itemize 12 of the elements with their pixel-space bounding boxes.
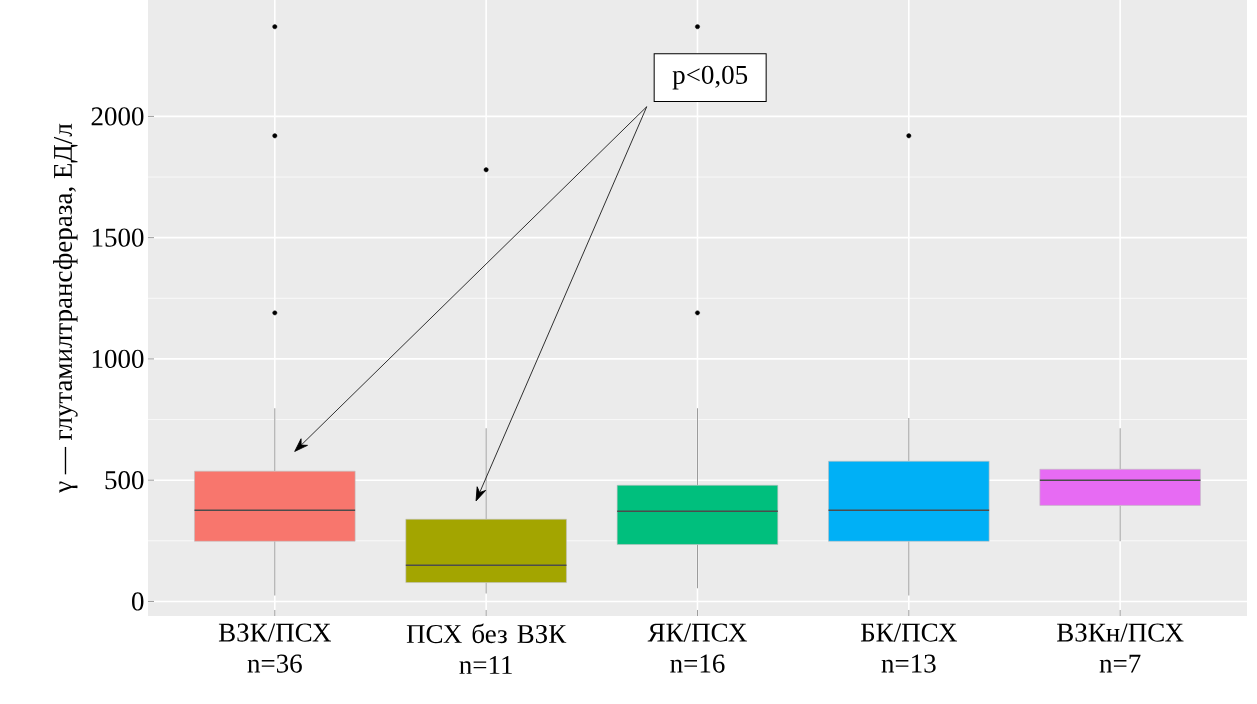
y-tick-label: 1500 xyxy=(92,228,144,247)
y-tick-label: 0 xyxy=(132,592,144,611)
x-tick-label: ВЗК/ПСХ n=36 xyxy=(218,623,332,673)
x-tick-label: ВЗКн/ПСХ n=7 xyxy=(1057,623,1184,673)
x-tick-label: ПСХ без ВЗК n=11 xyxy=(406,623,567,674)
y-tick-label: 1000 xyxy=(92,349,144,369)
x-tick-label: ЯК/ПСХ n=16 xyxy=(647,623,747,673)
annotation: p<0,05 xyxy=(672,65,748,90)
y-tick-label: 500 xyxy=(105,471,144,490)
y-tick-label: 2000 xyxy=(91,107,144,126)
x-tick-label: БК/ПСХ n=13 xyxy=(860,623,957,673)
y-axis-title: γ — глутамилтрансфераза, ЕД/л xyxy=(53,123,78,493)
